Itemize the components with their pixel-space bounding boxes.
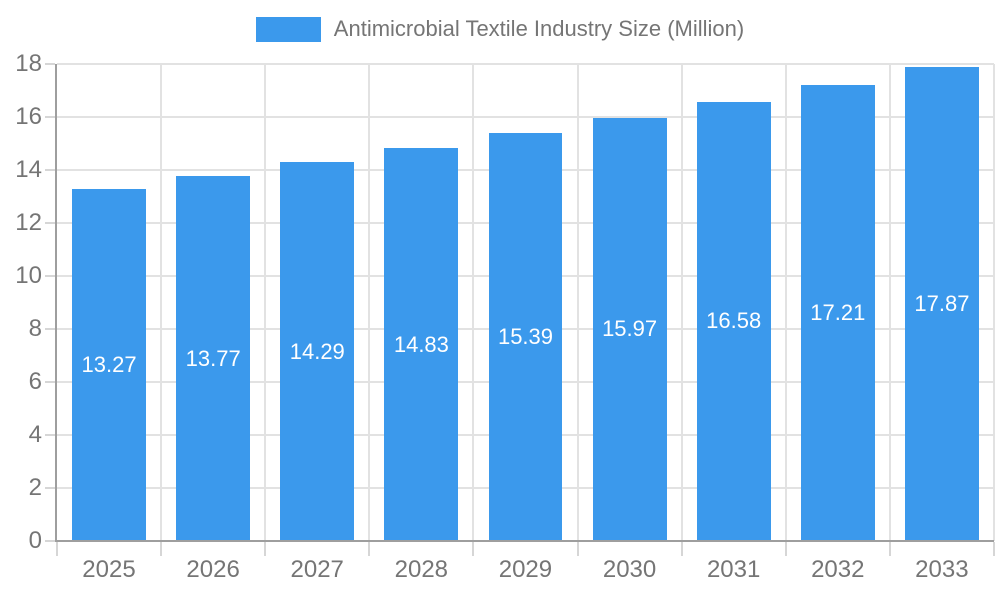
- gridline-v: [264, 64, 267, 541]
- x-tick: [368, 542, 371, 556]
- gridline-v: [680, 64, 683, 541]
- y-tick: [45, 222, 55, 224]
- x-axis-label: 2027: [290, 556, 344, 583]
- y-axis-label: 6: [28, 368, 42, 395]
- gridline-v: [368, 64, 371, 541]
- y-tick: [45, 487, 55, 489]
- x-tick: [264, 542, 267, 556]
- x-axis-label: 2030: [602, 556, 657, 583]
- bar-value-label: 14.83: [393, 331, 449, 357]
- y-axis-label: 0: [28, 527, 42, 554]
- x-axis-label: 2029: [498, 556, 553, 583]
- gridline-v: [784, 64, 787, 541]
- gridline-v: [888, 64, 891, 541]
- x-tick: [160, 542, 163, 556]
- bar: 17.87: [904, 67, 979, 541]
- gridline-v: [160, 64, 163, 541]
- y-tick: [45, 540, 55, 542]
- gridline-h: [57, 63, 994, 65]
- bar-value-label: 13.27: [81, 352, 137, 378]
- bar: 13.27: [72, 189, 146, 541]
- x-axis-line: [55, 540, 994, 542]
- gridline-h: [57, 116, 994, 118]
- bar-value-label: 14.29: [289, 338, 345, 364]
- x-tick: [472, 542, 475, 556]
- legend-swatch: [255, 16, 321, 42]
- bar-value-label: 17.21: [810, 299, 866, 325]
- y-axis-label: 14: [15, 156, 42, 183]
- bar-value-label: 13.77: [185, 345, 241, 371]
- y-tick: [45, 275, 55, 277]
- bar: 15.39: [488, 133, 563, 541]
- y-tick: [45, 381, 55, 383]
- x-axis-label: 2033: [915, 556, 969, 583]
- y-axis-label: 2: [28, 474, 42, 501]
- gridline-v: [472, 64, 475, 541]
- x-axis-label: 2028: [394, 556, 449, 583]
- bar: 14.29: [280, 162, 355, 541]
- y-tick: [45, 169, 55, 171]
- y-axis-label: 4: [28, 421, 42, 448]
- y-tick: [45, 116, 55, 118]
- bar-value-label: 15.39: [497, 324, 554, 350]
- x-tick: [993, 542, 995, 556]
- gridline-v: [993, 64, 995, 541]
- bar: 15.97: [592, 117, 667, 541]
- bar-value-label: 17.87: [914, 291, 970, 317]
- legend[interactable]: Antimicrobial Textile Industry Size (Mil…: [0, 14, 1000, 44]
- x-axis-label: 2032: [811, 556, 865, 583]
- bar: 13.77: [176, 176, 251, 541]
- y-tick: [45, 63, 55, 65]
- y-axis-label: 12: [15, 209, 42, 236]
- legend-label: Antimicrobial Textile Industry Size (Mil…: [333, 16, 745, 41]
- y-axis-line: [55, 64, 57, 541]
- x-tick: [888, 542, 891, 556]
- y-axis-label: 16: [15, 103, 42, 130]
- bar: 17.21: [800, 84, 875, 541]
- x-axis-label: 2026: [186, 556, 240, 583]
- x-tick: [680, 542, 683, 556]
- gridline-v: [576, 64, 579, 541]
- x-tick: [784, 542, 787, 556]
- x-tick: [576, 542, 579, 556]
- bar: 16.58: [696, 101, 771, 541]
- bar: 14.83: [384, 148, 459, 541]
- x-axis-label: 2025: [82, 556, 136, 583]
- y-tick: [45, 328, 55, 330]
- y-axis-label: 8: [28, 315, 42, 342]
- bar-value-label: 16.58: [706, 308, 762, 334]
- y-tick: [45, 434, 55, 436]
- y-axis-label: 10: [15, 262, 42, 289]
- x-tick: [56, 542, 58, 556]
- x-axis-label: 2031: [706, 556, 761, 583]
- bar-value-label: 15.97: [602, 316, 658, 342]
- plot-area: 13.27 13.77 14.29 14.83 15.39 15.97 16.58 17.21…: [45, 63, 995, 556]
- y-axis-label: 18: [15, 50, 42, 77]
